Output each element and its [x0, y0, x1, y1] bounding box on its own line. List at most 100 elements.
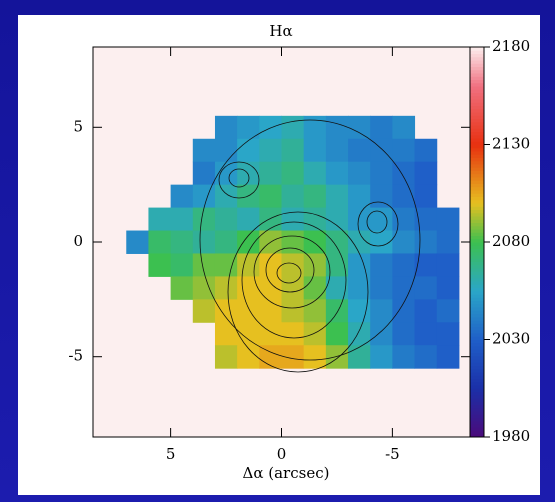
heatmap-cell	[436, 230, 460, 254]
colorbar-step	[470, 294, 484, 298]
heatmap-cell	[170, 253, 194, 277]
colorbar-step	[470, 134, 484, 139]
colorbar-step	[470, 157, 484, 162]
heatmap-cell	[348, 207, 371, 232]
heatmap-cell	[259, 207, 282, 232]
colorbar-step	[470, 271, 484, 275]
colorbar-step	[470, 342, 484, 347]
colorbar-step	[470, 121, 484, 126]
colorbar-step	[470, 232, 484, 236]
x-tick-label: -5	[385, 445, 400, 463]
colorbar-step	[470, 193, 484, 197]
colorbar-step	[470, 131, 484, 136]
colorbar-step	[470, 274, 484, 279]
heatmap-cell	[192, 276, 216, 300]
heatmap-cell	[392, 322, 416, 346]
heatmap-cell	[370, 322, 393, 346]
heatmap-cell	[436, 276, 460, 300]
colorbar-step	[470, 248, 484, 253]
colorbar-step	[470, 381, 484, 386]
colorbar-step	[470, 339, 484, 344]
y-tick-label: 0	[73, 232, 83, 250]
colorbar-step	[470, 313, 484, 318]
heatmap-cell	[214, 345, 238, 369]
heatmap-cell	[303, 115, 327, 140]
heatmap-cell	[237, 138, 260, 163]
colorbar-step	[470, 199, 484, 204]
colorbar-step	[470, 420, 484, 425]
heatmap-cell	[370, 161, 393, 186]
x-tick-label: 5	[166, 445, 176, 463]
heatmap-cell	[192, 207, 216, 232]
heatmap-cell	[192, 299, 216, 323]
colorbar-step	[470, 73, 484, 77]
heatmap-cell	[370, 299, 393, 323]
colorbar-step	[470, 346, 484, 350]
heatmap-cell	[348, 161, 371, 186]
heatmap-cell	[392, 115, 416, 140]
colorbar-step	[470, 238, 484, 243]
heatmap-cell	[370, 345, 393, 369]
heatmap-cell	[214, 230, 238, 254]
colorbar-step	[470, 372, 484, 376]
heatmap-cell	[148, 207, 172, 232]
colorbar-step	[470, 164, 484, 168]
colorbar-step	[470, 284, 484, 288]
heatmap-cell	[414, 230, 438, 254]
colorbar-step	[470, 326, 484, 331]
colorbar-step	[470, 323, 484, 327]
heatmap-cell	[259, 161, 282, 186]
heatmap-cell	[281, 299, 305, 323]
colorbar-step	[470, 92, 484, 97]
heatmap-cell	[281, 161, 305, 186]
heatmap-cell	[170, 207, 194, 232]
heatmap-cell	[392, 184, 416, 209]
heatmap-cell	[259, 184, 282, 209]
colorbar-step	[470, 430, 484, 435]
heatmap-cell	[192, 184, 216, 209]
colorbar-step	[470, 242, 484, 246]
contours	[199, 119, 421, 373]
colorbar-step	[470, 56, 484, 61]
colorbar-step	[470, 66, 484, 71]
colorbar-step	[470, 333, 484, 337]
heatmap-cell	[214, 299, 238, 323]
heatmap-cell	[237, 161, 260, 186]
heatmap-cell	[237, 115, 260, 140]
colorbar-step	[470, 63, 484, 67]
colorbar-step	[470, 47, 484, 51]
colorbar-step	[470, 255, 484, 259]
colorbar-step	[470, 102, 484, 106]
colorbar-step	[470, 368, 484, 373]
colorbar-step	[470, 50, 484, 54]
heatmap-cell	[348, 253, 371, 277]
colorbar-step	[470, 147, 484, 152]
heatmap-cell	[392, 276, 416, 300]
colorbar-step	[470, 183, 484, 188]
colorbar-step	[470, 79, 484, 84]
colorbar-step	[470, 424, 484, 428]
heatmap-cell	[392, 253, 416, 277]
heatmap-cell	[370, 138, 393, 163]
colorbar-step	[470, 69, 484, 74]
colorbar-step	[470, 261, 484, 266]
heatmap-cell	[303, 322, 327, 346]
colorbar-step	[470, 219, 484, 223]
heatmap-cell	[414, 322, 438, 346]
heatmap-cell	[348, 115, 371, 140]
colorbar-step	[470, 186, 484, 191]
heatmap-cell	[148, 253, 172, 277]
heatmap-cell	[436, 322, 460, 346]
colorbar-tick-label: 1980	[492, 427, 530, 445]
heatmap-cell	[303, 184, 327, 209]
heatmap-cell	[414, 299, 438, 323]
colorbar-tick-label: 2180	[492, 37, 530, 55]
heatmap-cell	[414, 184, 438, 209]
colorbar-step	[470, 404, 484, 409]
heatmap-cell	[325, 138, 349, 163]
colorbar-step	[470, 385, 484, 389]
heatmap-cell	[348, 184, 371, 209]
heatmap-cell	[325, 115, 349, 140]
